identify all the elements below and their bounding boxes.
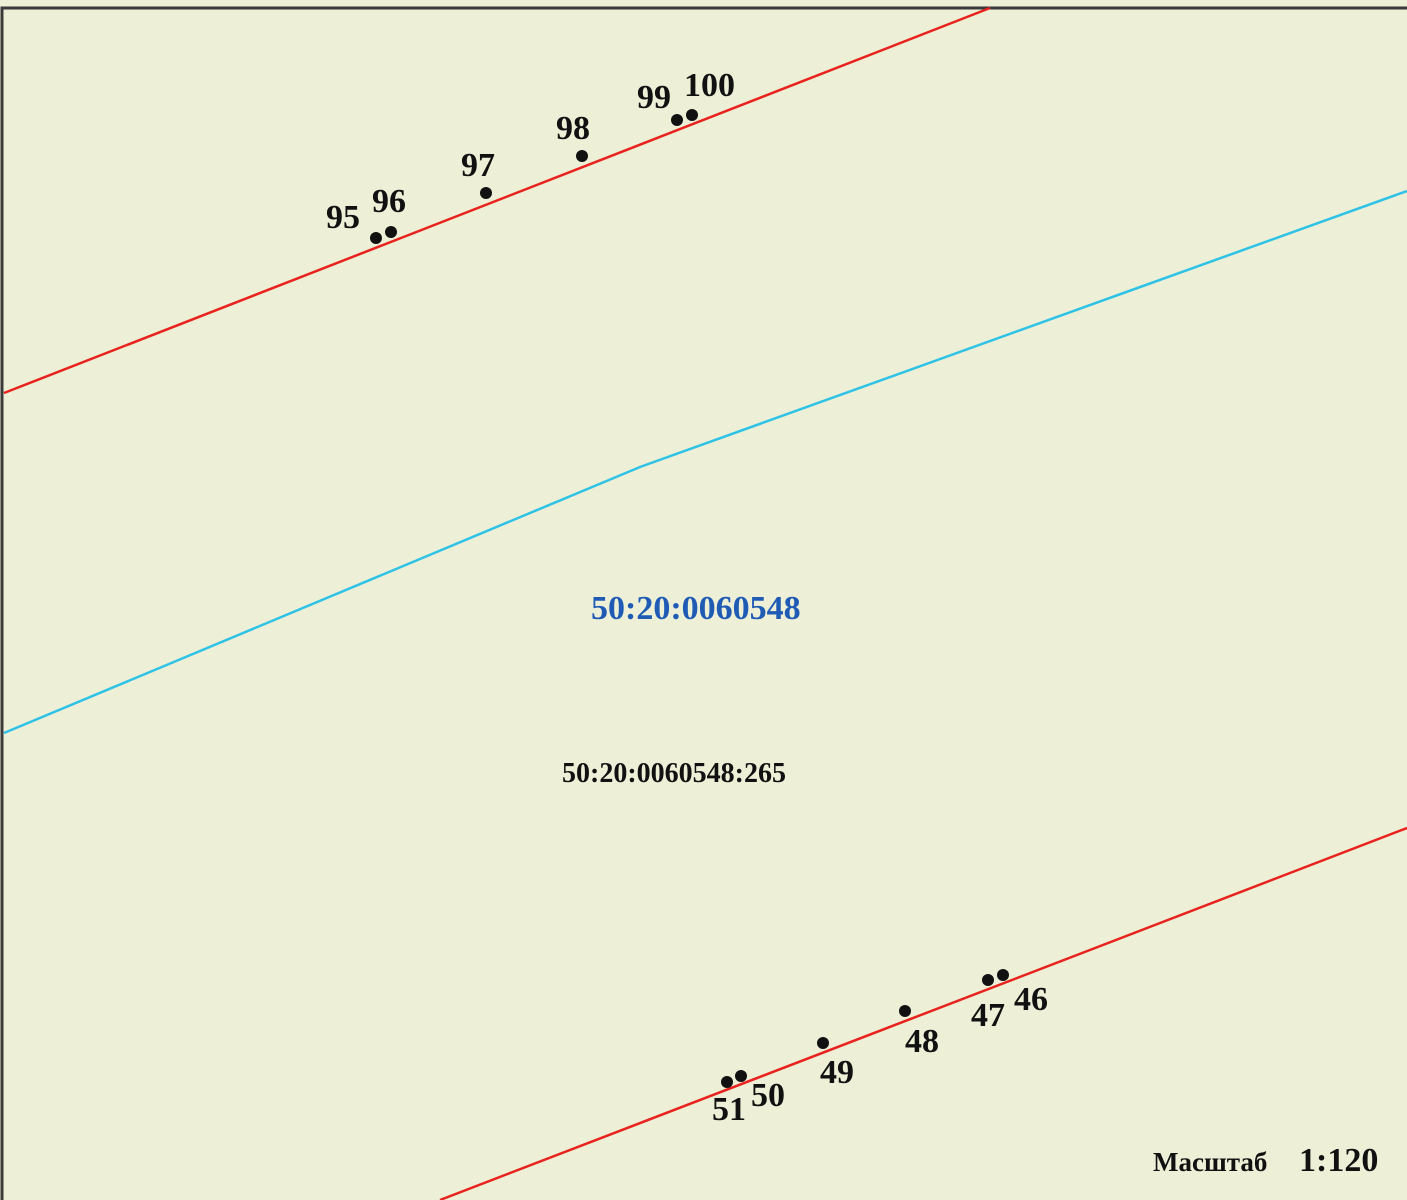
point-label-51: 51 [712,1091,746,1128]
boundary-point-46 [997,969,1009,981]
boundary-point-95 [370,232,382,244]
boundary-point-51 [721,1076,733,1088]
upper-boundary-line [3,6,991,395]
point-label-97: 97 [461,147,495,184]
scale-value: 1:120 [1299,1142,1378,1179]
point-label-95: 95 [326,199,360,236]
point-label-50: 50 [751,1077,785,1114]
point-label-49: 49 [820,1054,854,1091]
scale-caption: Масштаб [1153,1147,1267,1177]
boundary-point-98 [576,150,588,162]
map-frame [0,6,1407,1200]
boundary-point-49 [817,1037,829,1049]
point-label-47: 47 [971,997,1005,1034]
lower-boundary-points: 46 47 48 49 50 51 [712,969,1048,1128]
boundary-point-96 [385,226,397,238]
point-label-46: 46 [1014,981,1048,1018]
boundary-point-100 [686,109,698,121]
boundary-point-97 [480,187,492,199]
parcel-number-label: 50:20:0060548:265 [562,758,786,789]
point-label-99: 99 [637,79,671,116]
point-label-96: 96 [372,183,406,220]
cadastral-quarter-label: 50:20:0060548 [591,590,801,627]
boundary-point-47 [982,974,994,986]
point-label-98: 98 [556,110,590,147]
quarter-boundary-line [3,189,1407,735]
boundary-point-48 [899,1005,911,1017]
boundary-point-50 [735,1070,747,1082]
boundary-point-99 [671,114,683,126]
upper-boundary-points: 95 96 97 98 99 100 [326,67,735,244]
point-label-48: 48 [905,1023,939,1060]
lower-boundary-line [439,826,1407,1200]
point-label-100: 100 [684,67,735,104]
